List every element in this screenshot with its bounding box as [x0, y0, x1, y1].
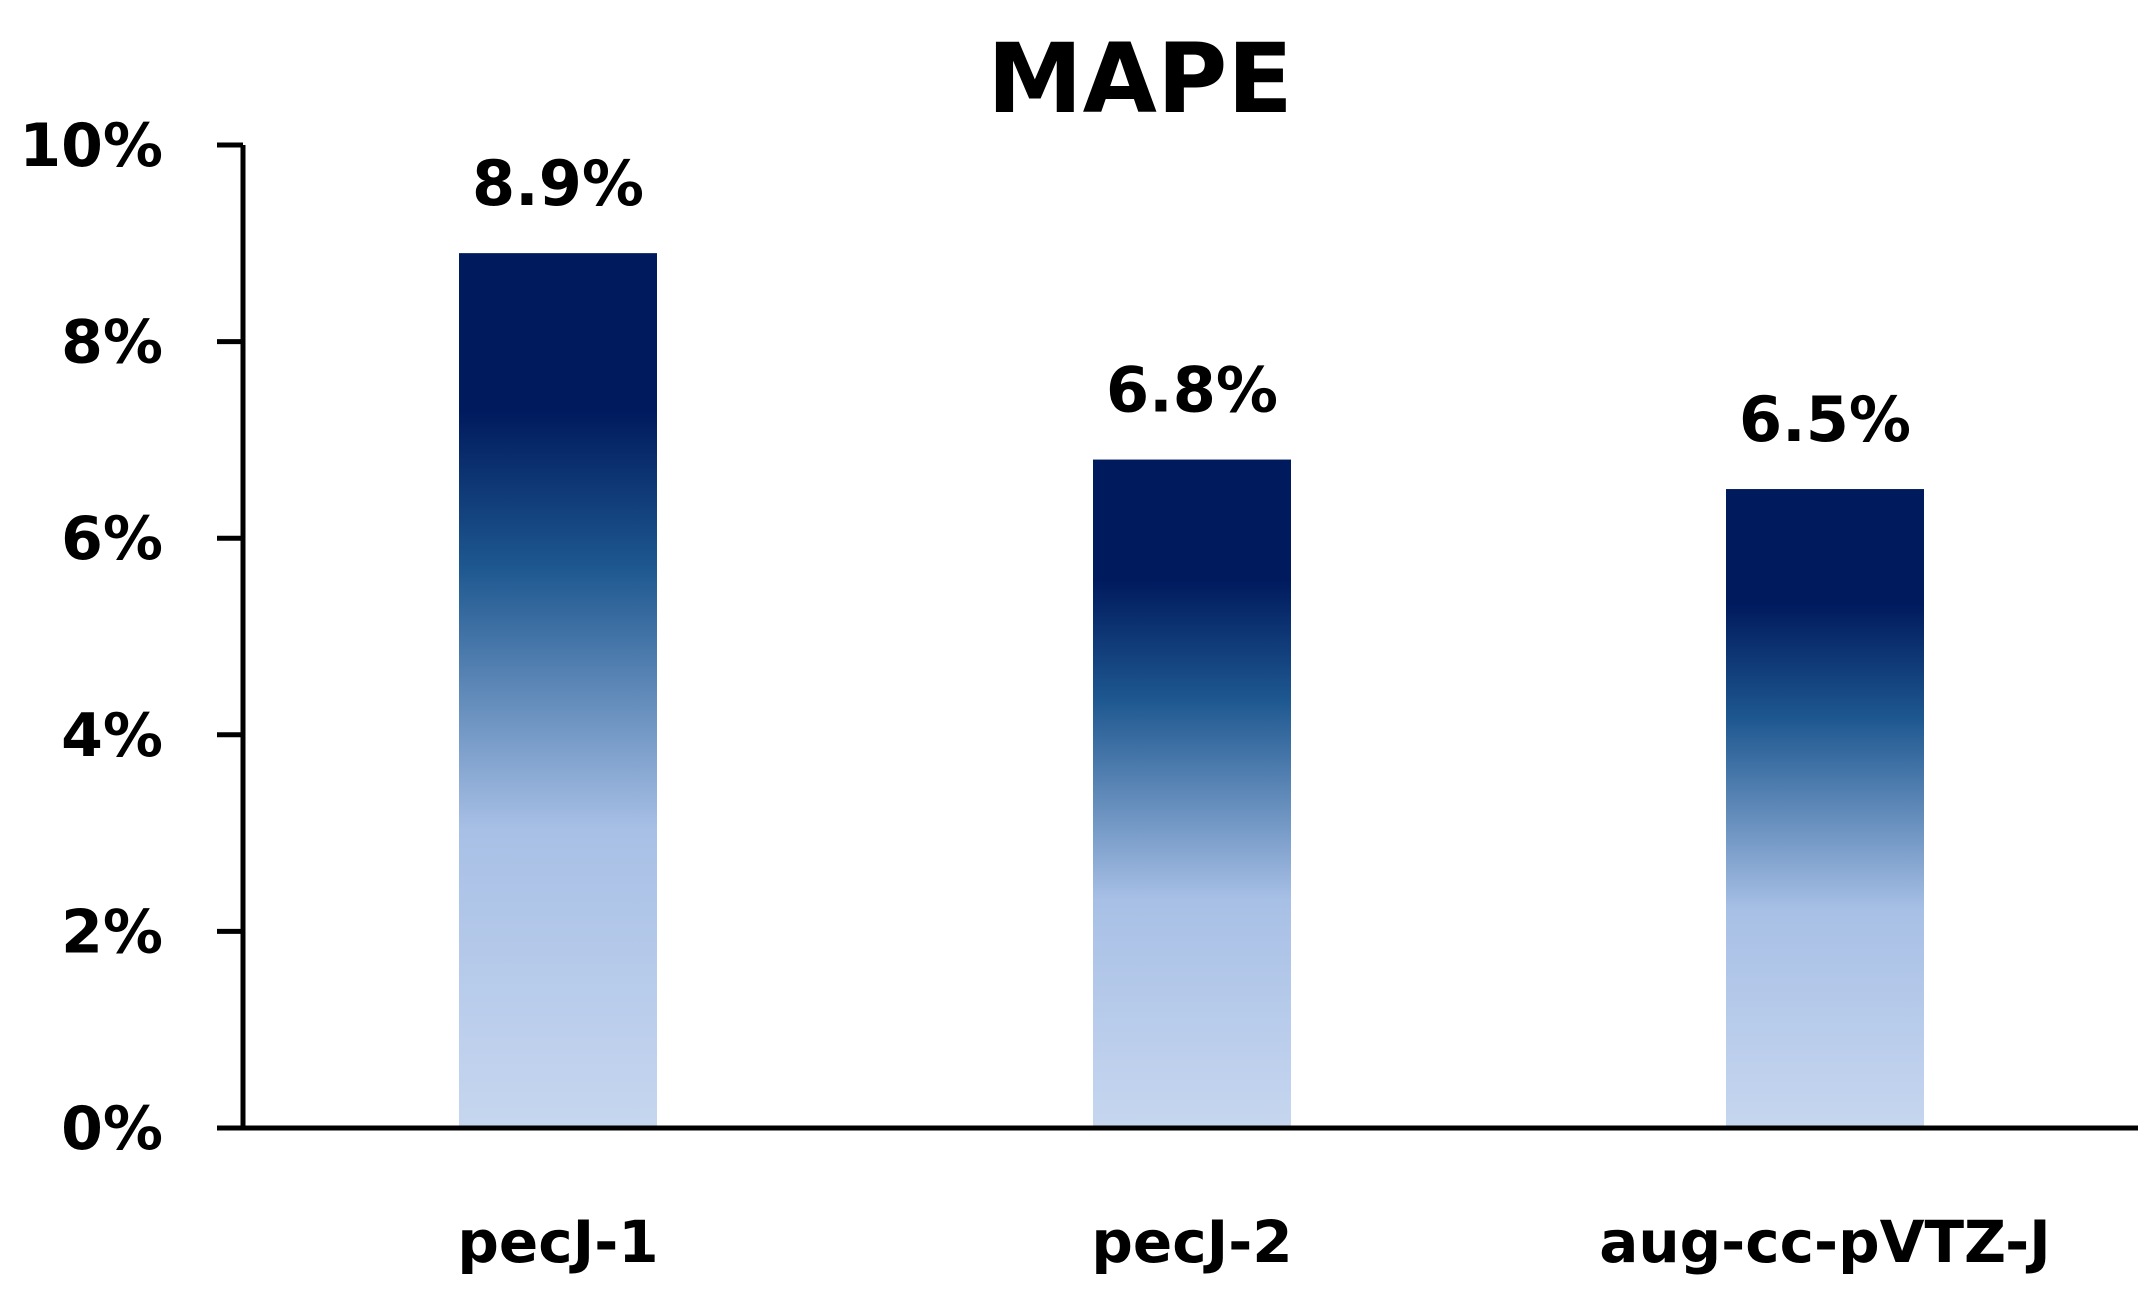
category-label-aug-cc-pVTZ-J: aug-cc-pVTZ-J	[1599, 1208, 2051, 1276]
data-label-aug-cc-pVTZ-J: 6.5%	[1739, 383, 1911, 456]
y-tick-label-8: 8%	[61, 308, 163, 378]
y-tick-label-4: 4%	[61, 701, 163, 771]
y-tick-label-2: 2%	[61, 897, 163, 967]
axes-layer	[217, 142, 2138, 1131]
bar-pecJ-2	[1093, 459, 1291, 1128]
y-tick-label-0: 0%	[61, 1094, 163, 1164]
y-tick-label-10: 10%	[19, 111, 163, 181]
category-label-pecJ-2: pecJ-2	[1091, 1208, 1292, 1276]
bar-pecJ-1	[459, 253, 657, 1128]
chart-title: MAPE	[987, 23, 1293, 135]
data-label-pecJ-1: 8.9%	[472, 147, 644, 220]
category-label-pecJ-1: pecJ-1	[457, 1208, 658, 1276]
data-label-pecJ-2: 6.8%	[1106, 354, 1278, 427]
labels-layer: 8.9% pecJ-1 6.8% pecJ-2 6.5% aug-cc-pVTZ-J 0% 2…	[19, 111, 2050, 1276]
y-tick-label-6: 6%	[61, 504, 163, 574]
bars-layer	[459, 253, 1924, 1128]
bar-aug-cc-pVTZ-J	[1726, 489, 1924, 1128]
